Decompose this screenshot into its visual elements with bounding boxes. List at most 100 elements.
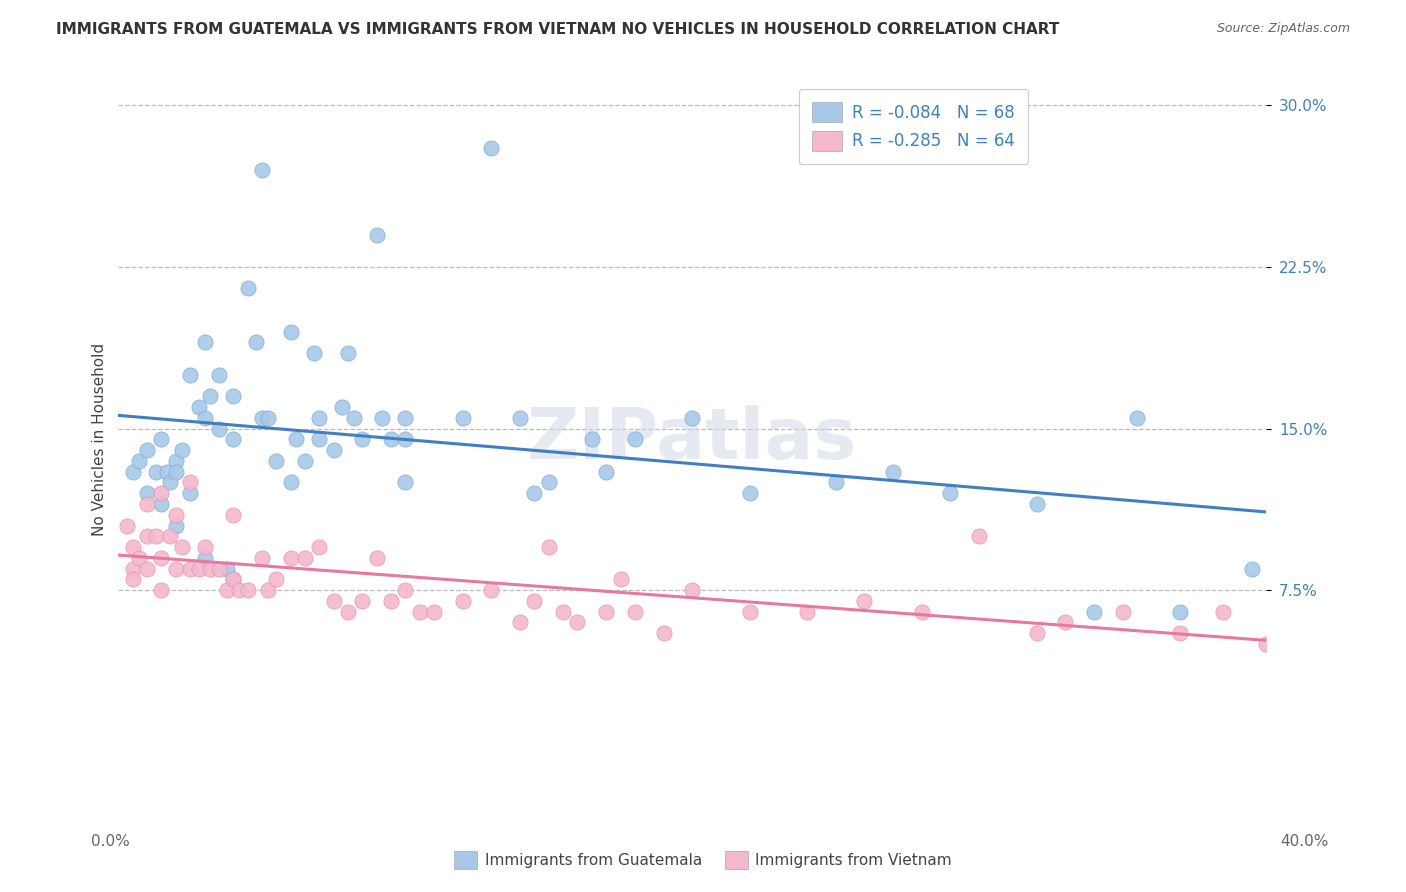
- Point: [245, 335, 267, 350]
- Point: [738, 486, 761, 500]
- Point: [1254, 637, 1277, 651]
- Point: [423, 605, 446, 619]
- Point: [222, 573, 245, 587]
- Point: [967, 529, 990, 543]
- Point: [222, 573, 245, 587]
- Point: [451, 410, 474, 425]
- Point: [187, 400, 209, 414]
- Point: [136, 497, 159, 511]
- Point: [911, 605, 934, 619]
- Point: [145, 465, 167, 479]
- Point: [179, 486, 201, 500]
- Point: [165, 508, 187, 522]
- Point: [336, 346, 359, 360]
- Point: [1054, 615, 1077, 630]
- Point: [193, 335, 215, 350]
- Point: [322, 443, 344, 458]
- Point: [256, 583, 278, 598]
- Point: [308, 540, 330, 554]
- Point: [250, 163, 273, 178]
- Point: [200, 561, 222, 575]
- Point: [121, 465, 143, 479]
- Point: [1168, 626, 1191, 640]
- Point: [150, 550, 173, 565]
- Point: [136, 561, 159, 575]
- Point: [380, 594, 402, 608]
- Point: [193, 410, 215, 425]
- Point: [1126, 410, 1149, 425]
- Point: [165, 518, 187, 533]
- Text: ZIPatlas: ZIPatlas: [527, 405, 858, 474]
- Point: [150, 486, 173, 500]
- Point: [652, 626, 675, 640]
- Point: [1025, 626, 1047, 640]
- Point: [159, 529, 181, 543]
- Point: [394, 475, 416, 490]
- Point: [222, 508, 245, 522]
- Point: [394, 410, 416, 425]
- Point: [509, 410, 531, 425]
- Point: [796, 605, 818, 619]
- Point: [179, 561, 201, 575]
- Point: [208, 368, 231, 382]
- Point: [624, 432, 647, 446]
- Point: [1168, 605, 1191, 619]
- Point: [738, 605, 761, 619]
- Point: [193, 540, 215, 554]
- Point: [1025, 497, 1047, 511]
- Point: [165, 465, 187, 479]
- Point: [523, 486, 546, 500]
- Point: [193, 550, 215, 565]
- Point: [1083, 605, 1105, 619]
- Point: [121, 540, 143, 554]
- Point: [150, 497, 173, 511]
- Point: [624, 605, 647, 619]
- Point: [939, 486, 962, 500]
- Point: [380, 432, 402, 446]
- Point: [208, 421, 231, 435]
- Point: [595, 605, 617, 619]
- Point: [322, 594, 344, 608]
- Point: [256, 410, 278, 425]
- Point: [156, 465, 179, 479]
- Point: [170, 443, 193, 458]
- Point: [236, 281, 259, 295]
- Point: [280, 325, 302, 339]
- Point: [408, 605, 430, 619]
- Point: [187, 561, 209, 575]
- Point: [537, 540, 560, 554]
- Point: [681, 410, 703, 425]
- Legend: R = -0.084   N = 68, R = -0.285   N = 64: R = -0.084 N = 68, R = -0.285 N = 64: [799, 88, 1028, 164]
- Point: [352, 594, 374, 608]
- Point: [302, 346, 325, 360]
- Point: [394, 583, 416, 598]
- Point: [394, 432, 416, 446]
- Point: [352, 432, 374, 446]
- Point: [150, 432, 173, 446]
- Point: [128, 454, 150, 468]
- Point: [222, 432, 245, 446]
- Point: [567, 615, 589, 630]
- Point: [179, 368, 201, 382]
- Point: [115, 518, 138, 533]
- Point: [179, 475, 201, 490]
- Point: [121, 573, 143, 587]
- Point: [121, 561, 143, 575]
- Text: 40.0%: 40.0%: [1281, 834, 1329, 849]
- Point: [523, 594, 546, 608]
- Point: [595, 465, 617, 479]
- Point: [308, 432, 330, 446]
- Point: [451, 594, 474, 608]
- Point: [200, 389, 222, 403]
- Point: [294, 550, 316, 565]
- Point: [509, 615, 531, 630]
- Point: [853, 594, 876, 608]
- Point: [553, 605, 575, 619]
- Point: [136, 486, 159, 500]
- Text: IMMIGRANTS FROM GUATEMALA VS IMMIGRANTS FROM VIETNAM NO VEHICLES IN HOUSEHOLD CO: IMMIGRANTS FROM GUATEMALA VS IMMIGRANTS …: [56, 22, 1060, 37]
- Point: [285, 432, 308, 446]
- Point: [128, 550, 150, 565]
- Point: [280, 550, 302, 565]
- Point: [882, 465, 904, 479]
- Point: [1111, 605, 1133, 619]
